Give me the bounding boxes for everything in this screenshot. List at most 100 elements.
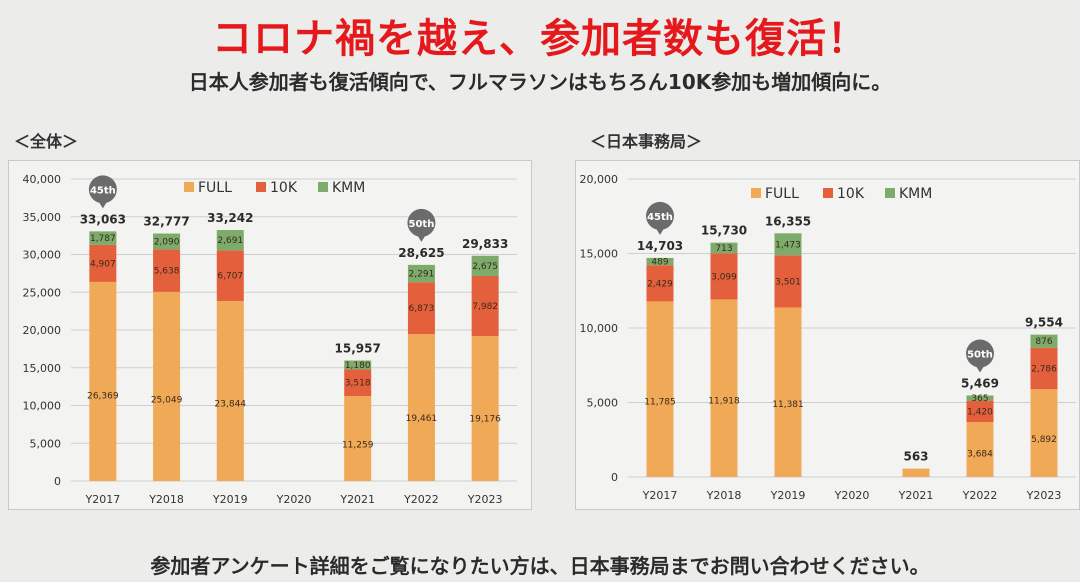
data-label-kmm-y2022: 2,291 [409, 270, 435, 280]
total-label-y2019: 16,355 [765, 214, 811, 228]
bar-10k-y2023 [1030, 347, 1058, 390]
bar-full-y2022 [966, 422, 994, 477]
bar-10k-y2017 [89, 244, 117, 282]
bar-10k-y2019 [774, 255, 802, 308]
legend-label-full: FULL [765, 186, 799, 202]
marker-badge [407, 208, 436, 237]
bar-kmm-y2017 [646, 257, 674, 266]
total-label-y2017: 33,063 [80, 212, 126, 226]
marker-pointer [655, 226, 665, 235]
y-tick-label: 20,000 [580, 173, 619, 186]
x-tick-label-y2022: Y2022 [962, 489, 998, 502]
y-tick-label: 40,000 [23, 173, 62, 186]
marker-badge [966, 339, 994, 368]
y-tick-label: 10,000 [23, 400, 62, 413]
marker-pointer [97, 200, 108, 209]
chart-panel-japan-office: 0 5,000 10,000 15,000 20,000 Y2017 Y2018 Y2019 Y… [575, 160, 1080, 510]
x-tick-label-y2020: Y2020 [276, 493, 312, 506]
total-label-y2023: 29,833 [462, 237, 508, 251]
bar-10k-y2019 [216, 250, 244, 301]
data-label-kmm-y2019: 2,691 [217, 236, 243, 246]
bar-10k-y2023 [471, 275, 499, 337]
page-title: コロナ禍を越え、参加者数も復活！ [212, 16, 868, 62]
x-tick-label-y2019: Y2019 [212, 493, 248, 506]
y-tick-label: 5,000 [587, 397, 619, 410]
page-subtitle: 日本人参加者も復活傾向で、フルマラソンはもちろん10K参加も増加傾向に。 [188, 70, 892, 94]
legend-swatch-full [184, 182, 194, 192]
legend-swatch-10k [256, 182, 266, 192]
data-label-full-y2021: 11,259 [342, 440, 374, 450]
legend-label-10k: 10K [837, 186, 865, 202]
legend-label-kmm: KMM [899, 186, 932, 202]
total-label-y2021: 15,957 [335, 342, 381, 356]
bar-kmm-y2023 [1030, 334, 1058, 348]
data-label-full-y2022: 3,684 [967, 449, 993, 459]
data-label-10k-y2022: 1,420 [967, 408, 993, 418]
bar-10k-y2017 [646, 265, 674, 302]
total-label-y2022: 5,469 [961, 377, 999, 391]
data-label-10k-y2023: 2,786 [1031, 364, 1057, 374]
bar-kmm-y2019 [774, 233, 802, 256]
bar-kmm-y2022 [966, 395, 994, 401]
total-label-y2019: 33,242 [207, 211, 253, 225]
data-label-kmm-y2019: 1,473 [775, 240, 801, 250]
x-tick-label-y2022: Y2022 [403, 493, 439, 506]
total-label-y2023: 9,554 [1025, 316, 1063, 330]
data-label-kmm-y2017: 489 [651, 258, 668, 268]
marker-badge [646, 201, 674, 230]
bar-10k-y2021 [344, 369, 372, 396]
x-tick-label-y2020: Y2020 [834, 489, 870, 502]
bar-10k-y2018 [153, 249, 181, 292]
marker-badge [88, 175, 117, 204]
y-tick-label: 0 [611, 471, 618, 484]
data-label-kmm-y2023: 2,675 [472, 262, 498, 272]
bar-10k-y2022 [407, 282, 435, 335]
marker-label: 45th [647, 212, 673, 223]
x-tick-label-y2017: Y2017 [642, 489, 678, 502]
marker-label: 45th [90, 185, 116, 196]
legend-swatch-kmm [318, 182, 328, 192]
x-tick-label-y2021: Y2021 [339, 493, 375, 506]
x-tick-label-y2023: Y2023 [467, 493, 503, 506]
legend-label-full: FULL [198, 180, 232, 196]
bar-10k-y2022 [966, 400, 994, 423]
y-tick-label: 30,000 [23, 249, 62, 262]
bar-full-y2019 [774, 307, 802, 477]
data-label-full-y2022: 19,461 [406, 414, 438, 424]
bar-kmm-y2018 [153, 233, 181, 250]
data-label-10k-y2019: 6,707 [217, 272, 243, 282]
data-label-10k-y2023: 7,982 [472, 302, 498, 312]
x-tick-label-y2017: Y2017 [84, 493, 120, 506]
bar-full-y2021 [344, 395, 372, 481]
bar-kmm-y2019 [216, 230, 244, 251]
bar-full-y2017 [646, 301, 674, 477]
anniversary-marker-50th: 50th [407, 208, 436, 242]
anniversary-marker-50th: 50th [966, 339, 994, 373]
bar-10k-y2018 [710, 253, 738, 300]
x-tick-label-y2023: Y2023 [1026, 489, 1062, 502]
bar-kmm-y2021 [344, 360, 372, 370]
data-label-full-y2023: 5,892 [1031, 435, 1057, 445]
bar-kmm-y2023 [471, 255, 499, 276]
y-tick-label: 35,000 [23, 211, 62, 224]
data-label-kmm-y2018: 2,090 [154, 237, 180, 247]
legend-swatch-10k [823, 188, 833, 198]
data-label-full-y2017: 26,369 [87, 391, 119, 401]
data-label-full-y2018: 11,918 [708, 397, 740, 407]
marker-pointer [975, 364, 985, 373]
y-tick-label: 15,000 [23, 362, 62, 375]
data-label-full-y2018: 25,049 [151, 396, 183, 406]
data-label-kmm-y2022: 365 [971, 394, 988, 404]
data-label-10k-y2017: 2,429 [647, 279, 673, 289]
marker-label: 50th [967, 350, 993, 361]
data-label-10k-y2018: 5,638 [154, 267, 180, 277]
data-label-full-y2023: 19,176 [469, 415, 501, 425]
total-label-y2018: 15,730 [701, 224, 747, 238]
y-tick-label: 10,000 [580, 322, 619, 335]
data-label-kmm-y2017: 1,787 [90, 234, 116, 244]
total-label-y2018: 32,777 [143, 215, 189, 229]
bar-full-y2018 [153, 291, 181, 481]
x-tick-label-y2021: Y2021 [898, 489, 934, 502]
data-label-full-y2019: 23,844 [215, 400, 247, 410]
bar-kmm-y2018 [710, 242, 738, 254]
